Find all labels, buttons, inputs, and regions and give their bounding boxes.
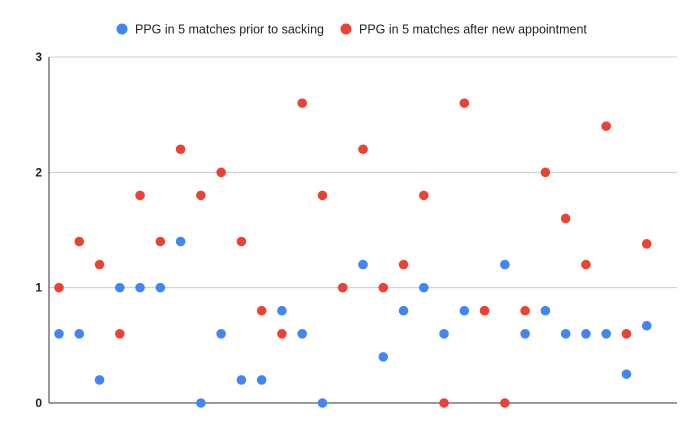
data-point <box>256 375 267 385</box>
data-point <box>256 305 267 316</box>
data-point <box>236 236 247 247</box>
data-point <box>196 398 206 408</box>
legend-label: PPG in 5 matches after new appointment <box>359 23 587 37</box>
data-points <box>54 98 652 408</box>
legend-marker <box>340 23 352 35</box>
data-point <box>439 398 449 408</box>
data-point <box>94 375 105 385</box>
data-point <box>601 329 611 339</box>
data-point <box>317 190 328 201</box>
data-point <box>398 259 409 270</box>
data-point <box>641 320 652 331</box>
y-tick-label: 0 <box>35 396 42 410</box>
data-point <box>560 329 571 339</box>
data-point <box>277 305 287 316</box>
data-point <box>500 398 510 408</box>
data-point <box>216 167 226 178</box>
data-point <box>155 236 166 247</box>
y-tick-label: 3 <box>35 50 42 64</box>
data-point <box>459 305 470 316</box>
data-point <box>581 329 591 339</box>
data-point <box>297 329 308 339</box>
data-point <box>439 329 449 339</box>
data-point <box>175 144 186 155</box>
data-point <box>54 282 64 293</box>
data-point <box>216 329 226 339</box>
data-point <box>115 282 125 293</box>
axes <box>48 57 677 404</box>
data-point <box>358 259 368 270</box>
data-point <box>540 305 551 316</box>
data-point <box>297 98 308 108</box>
data-point <box>155 282 166 293</box>
data-point <box>317 398 328 408</box>
data-point <box>135 190 145 201</box>
data-point <box>115 329 125 339</box>
data-point <box>378 282 389 293</box>
legend: PPG in 5 matches prior to sacking PPG in … <box>116 23 587 37</box>
data-point <box>560 213 571 224</box>
data-point <box>135 282 145 293</box>
data-point <box>621 329 632 339</box>
data-point <box>378 352 389 362</box>
gridlines <box>49 56 677 289</box>
data-point <box>277 329 287 339</box>
data-point <box>621 369 632 379</box>
data-point <box>54 329 64 339</box>
legend-marker <box>116 23 128 35</box>
data-point <box>500 259 510 270</box>
data-point <box>175 236 186 247</box>
data-point <box>236 375 247 385</box>
data-point <box>74 236 85 247</box>
y-tick-label: 1 <box>35 281 42 295</box>
y-tick-label: 2 <box>35 165 42 179</box>
data-point <box>398 305 409 316</box>
series-1 <box>54 236 652 408</box>
data-point <box>520 305 530 316</box>
data-point <box>358 144 368 155</box>
data-point <box>419 190 429 201</box>
data-point <box>479 305 490 316</box>
data-point <box>419 282 429 293</box>
data-point <box>581 259 591 270</box>
data-point <box>94 259 105 270</box>
legend-label: PPG in 5 matches prior to sacking <box>135 23 324 37</box>
series-2 <box>54 98 652 408</box>
data-point <box>196 190 206 201</box>
data-point <box>520 329 530 339</box>
y-tick-labels: 0 1 2 3 <box>35 50 42 410</box>
data-point <box>641 239 652 249</box>
data-point <box>337 282 348 293</box>
data-point <box>74 329 85 339</box>
data-point <box>540 167 551 178</box>
data-point <box>459 98 470 108</box>
data-point <box>601 121 611 131</box>
